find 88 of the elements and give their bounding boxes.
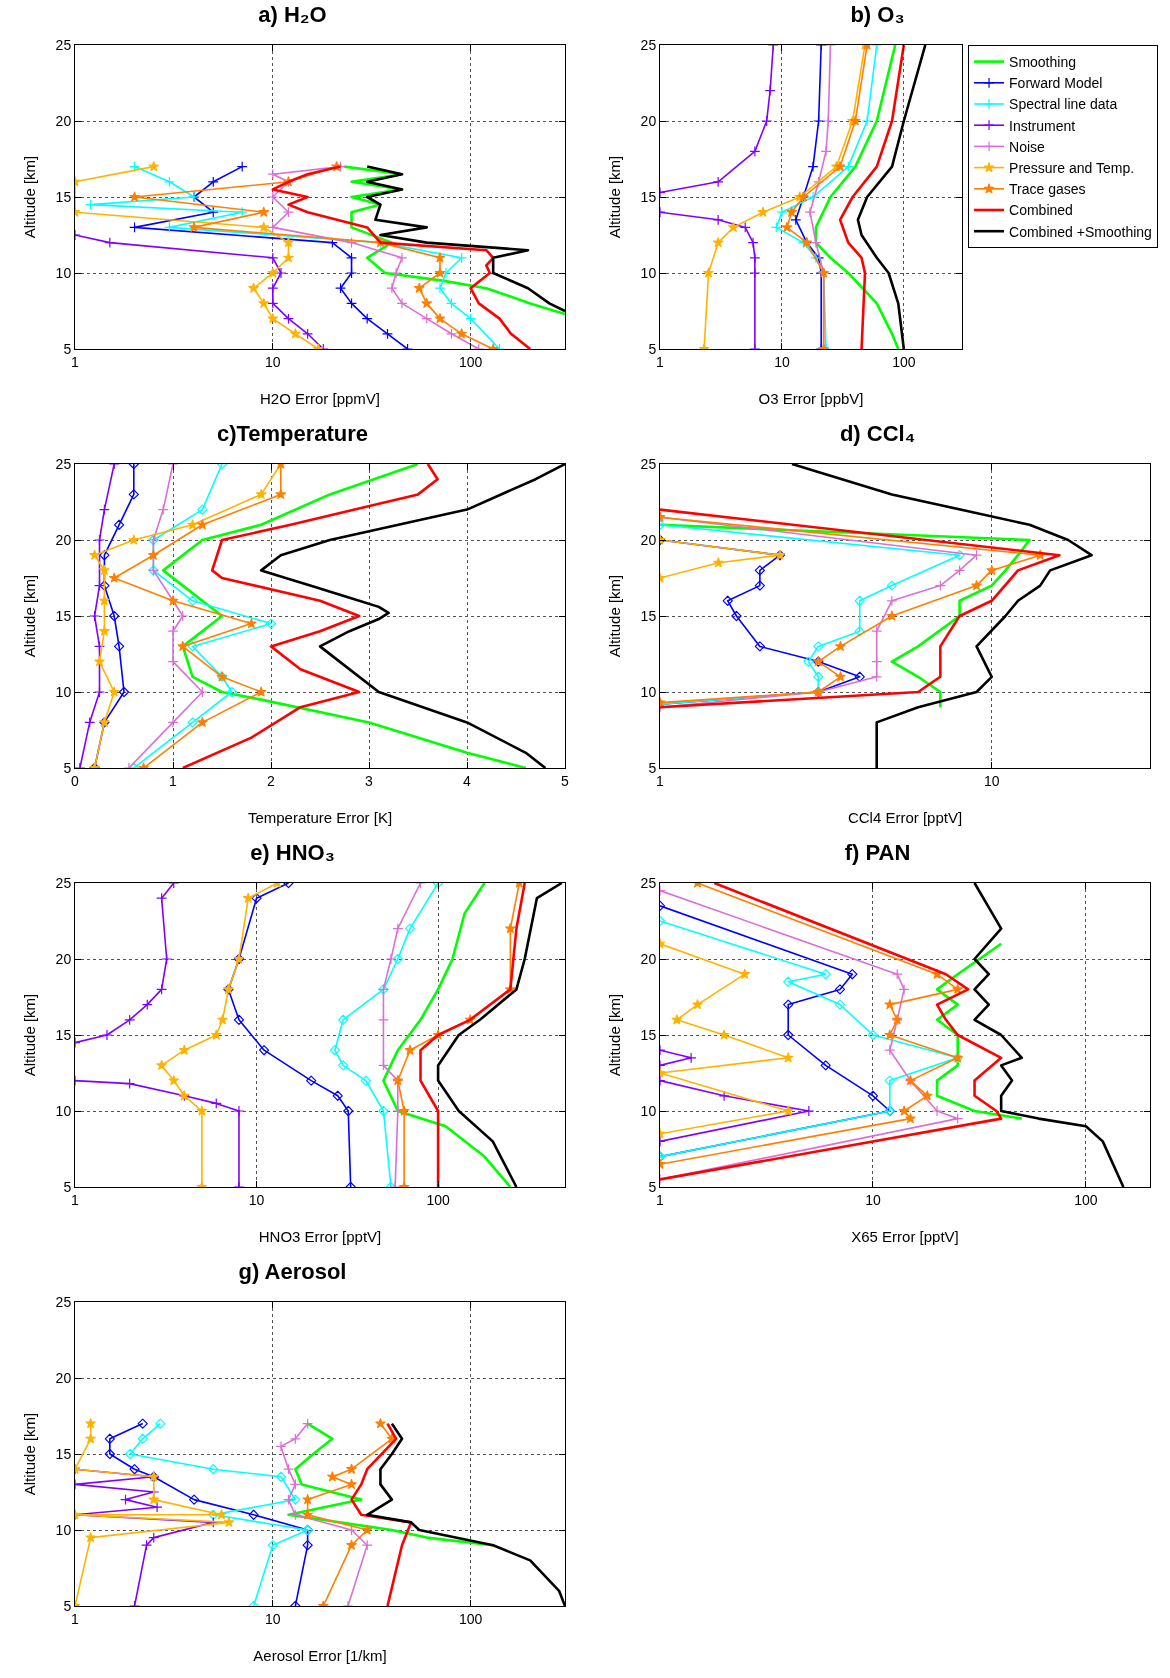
y-tick-label: 10 xyxy=(55,1102,72,1119)
x-axis-title: O3 Error [ppbV] xyxy=(758,390,864,407)
x-tick-label: 0 xyxy=(71,772,80,789)
x-tick-label: 10 xyxy=(248,1191,265,1208)
y-tick-label: 20 xyxy=(55,112,72,129)
y-tick-label: 25 xyxy=(640,455,657,472)
chart-title: c)Temperature xyxy=(216,420,369,446)
y-tick-label: 5 xyxy=(648,759,657,776)
y-axis-title: Altitude [km] xyxy=(21,993,38,1077)
x-tick-label: 1 xyxy=(169,772,178,789)
x-axis-title: H2O Error [ppmV] xyxy=(259,390,381,407)
y-tick-label: 25 xyxy=(640,874,657,891)
y-tick-label: 10 xyxy=(55,264,72,281)
y-tick-label: 10 xyxy=(640,1102,657,1119)
x-tick-label: 4 xyxy=(463,772,472,789)
x-tick-label: 10 xyxy=(865,1191,881,1208)
x-tick-label: 1 xyxy=(71,1610,80,1627)
legend-label: Forward Model xyxy=(1009,75,1103,92)
x-tick-label: 1 xyxy=(656,772,665,789)
y-tick-label: 20 xyxy=(640,112,657,129)
y-tick-label: 5 xyxy=(63,1597,72,1614)
x-tick-label: 2 xyxy=(267,772,276,789)
y-tick-label: 10 xyxy=(640,264,657,281)
y-tick-label: 25 xyxy=(55,36,72,53)
x-tick-label: 1 xyxy=(656,353,665,370)
y-tick-label: 5 xyxy=(63,340,72,357)
legend-label: Smoothing xyxy=(1009,54,1076,71)
chart-title: g) Aerosol xyxy=(238,1258,347,1284)
y-tick-label: 5 xyxy=(648,1178,657,1195)
y-tick-label: 25 xyxy=(640,36,657,53)
x-tick-label: 10 xyxy=(265,353,281,370)
x-tick-label: 10 xyxy=(265,1610,281,1627)
y-axis-title: Altitude [km] xyxy=(606,993,623,1077)
x-tick-label: 10 xyxy=(774,353,790,370)
chart-title: d) CCl₄ xyxy=(839,420,916,446)
chart-title: f) PAN xyxy=(844,839,911,865)
chart-title: a) H₂O xyxy=(258,1,327,27)
y-tick-label: 10 xyxy=(640,683,657,700)
y-axis-title: Altitude [km] xyxy=(21,1412,38,1496)
x-axis-title: HNO3 Error [pptV] xyxy=(258,1228,382,1245)
x-tick-label: 10 xyxy=(983,772,1000,789)
y-axis-title: Altitude [km] xyxy=(606,574,623,658)
x-axis-title: CCl4 Error [pptV] xyxy=(847,809,963,826)
y-tick-label: 10 xyxy=(55,1521,72,1538)
legend-label: Trace gases xyxy=(1009,181,1086,198)
legend-label: Pressure and Temp. xyxy=(1009,160,1135,177)
chart-title: e) HNO₃ xyxy=(250,839,335,865)
y-tick-label: 20 xyxy=(55,950,72,967)
y-tick-label: 20 xyxy=(640,531,657,548)
x-axis-title: Temperature Error [K] xyxy=(247,809,393,826)
legend-label: Combined +Smoothing xyxy=(1009,223,1152,240)
x-tick-label: 1 xyxy=(656,1191,665,1208)
x-tick-label: 100 xyxy=(1074,1191,1098,1208)
y-tick-label: 15 xyxy=(640,1026,657,1043)
y-tick-label: 20 xyxy=(55,531,72,548)
legend-label: Spectral line data xyxy=(1009,96,1118,113)
y-tick-label: 25 xyxy=(55,455,72,472)
y-tick-label: 15 xyxy=(55,607,72,624)
y-tick-label: 20 xyxy=(55,1369,72,1386)
chart-title: b) O₃ xyxy=(850,1,905,27)
x-axis-title: X65 Error [pptV] xyxy=(851,1228,959,1245)
y-tick-label: 15 xyxy=(640,188,657,205)
y-axis-title: Altitude [km] xyxy=(21,574,38,658)
y-tick-label: 25 xyxy=(55,1293,72,1310)
y-tick-label: 10 xyxy=(55,683,72,700)
x-axis-title: Aerosol Error [1/km] xyxy=(253,1647,387,1664)
legend-label: Noise xyxy=(1009,138,1046,155)
x-tick-label: 3 xyxy=(365,772,374,789)
y-tick-label: 25 xyxy=(55,874,72,891)
x-tick-label: 1 xyxy=(71,353,80,370)
y-tick-label: 5 xyxy=(63,1178,72,1195)
legend-label: Instrument xyxy=(1009,117,1076,134)
x-tick-label: 100 xyxy=(458,1610,483,1627)
x-tick-label: 100 xyxy=(458,353,483,370)
x-tick-label: 1 xyxy=(71,1191,80,1208)
x-tick-label: 100 xyxy=(892,353,916,370)
y-tick-label: 20 xyxy=(640,950,657,967)
x-tick-label: 5 xyxy=(561,772,570,789)
legend-label: Combined xyxy=(1009,202,1073,219)
y-tick-label: 15 xyxy=(55,1026,72,1043)
y-axis-title: Altitude [km] xyxy=(21,155,38,239)
y-axis-title: Altitude [km] xyxy=(606,155,623,239)
y-tick-label: 5 xyxy=(63,759,72,776)
y-tick-label: 5 xyxy=(648,340,657,357)
y-tick-label: 15 xyxy=(640,607,657,624)
y-tick-label: 15 xyxy=(55,1445,72,1462)
x-tick-label: 100 xyxy=(426,1191,450,1208)
y-tick-label: 15 xyxy=(55,188,72,205)
